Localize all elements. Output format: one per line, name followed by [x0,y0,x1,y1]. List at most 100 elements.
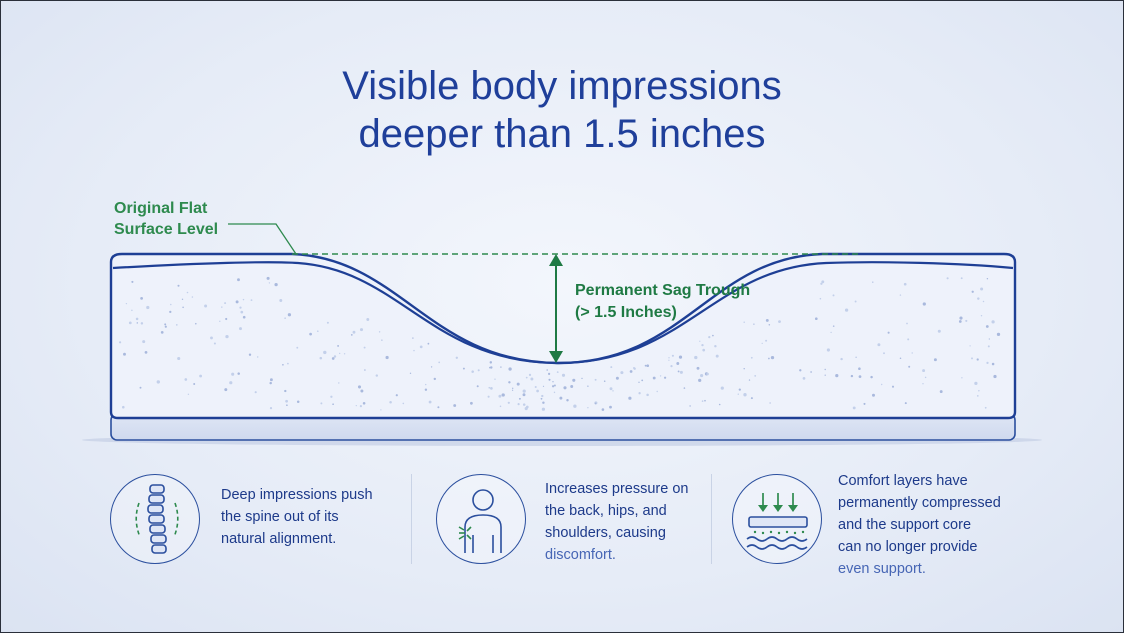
foam-speckle [395,394,398,397]
foam-speckle [229,381,233,385]
foam-speckle [877,343,881,347]
foam-speckle [225,317,228,321]
foam-speckle [339,352,341,355]
foam-speckle [946,277,949,280]
foam-speckle [977,297,980,300]
foam-speckle [899,294,902,296]
foam-speckle [854,300,857,303]
foam-speckle [700,374,704,378]
foam-speckle [131,280,134,283]
foam-speckle [826,348,830,352]
foam-speckle [221,306,223,308]
foam-speckle [985,325,989,328]
foam-speckle [714,344,717,348]
foam-speckle [528,373,532,377]
foam-speckle [331,357,335,360]
foam-speckle [266,276,270,280]
foam-speckle [987,345,990,348]
foam-speckle [343,353,346,355]
foam-speckle [269,378,273,382]
feature-layers-line: Comfort layers have [838,473,968,489]
foam-speckle [362,402,366,405]
foam-speckle [419,345,423,349]
foam-speckle [146,305,150,310]
foam-speckle [284,389,287,393]
foam-speckle [170,303,172,306]
foam-speckle [269,407,273,410]
foam-speckle [125,302,128,305]
foam-speckle [601,408,605,411]
foam-speckle [489,361,493,364]
foam-speckle [175,324,178,326]
foam-speckle [160,331,164,334]
foam-speckle [210,336,213,340]
foam-speckle [530,377,534,381]
foam-speckle [490,366,493,369]
foam-speckle [702,348,706,352]
foam-speckle [326,321,329,324]
foam-speckle [612,390,614,392]
foam-speckle [743,367,745,370]
foam-speckle [428,400,432,404]
foam-speckle [199,374,203,378]
foam-speckle [960,277,963,280]
foam-speckle [250,299,253,301]
foam-speckle [542,401,545,404]
foam-speckle [904,402,907,405]
foam-speckle [235,300,239,304]
foam-speckle [225,334,229,339]
foam-speckle [738,388,741,391]
foam-speckle [389,401,392,404]
foam-speckle [594,378,597,381]
foam-speckle [487,395,490,398]
foam-speckle [718,403,721,406]
foam-speckle [561,373,566,377]
foam-speckle [242,315,246,319]
feature-layers-line: can no longer provide [838,539,978,555]
mattress-body [109,252,1017,420]
divider [711,474,712,564]
foam-speckle [563,386,567,390]
foam-speckle [802,377,806,380]
foam-speckle [922,383,924,385]
foam-speckle [525,376,528,379]
foam-speckle [922,369,926,373]
feature-spine-line: the spine out of its [221,509,339,525]
foam-speckle [553,384,556,387]
foam-speckle [814,317,818,321]
foam-speckle [863,402,866,405]
foam-speckle [980,287,984,291]
foam-speckle [887,331,890,334]
foam-speckle [646,364,650,368]
foam-speckle [268,282,271,284]
foam-speckle [615,376,619,380]
foam-speckle [991,362,995,366]
foam-speckle [164,325,167,328]
foam-speckle [958,320,962,323]
foam-speckle [743,393,747,397]
foam-speckle [899,357,902,359]
foam-speckle [986,277,989,280]
foam-speckle [296,400,300,403]
foam-speckle [239,306,242,309]
foam-speckle [969,345,971,347]
foam-speckle [501,393,505,397]
foam-speckle [187,393,190,395]
foam-speckle [309,332,312,336]
foam-speckle [683,387,686,389]
foam-speckle [701,400,704,402]
foam-speckle [385,355,389,360]
foam-speckle [712,334,714,337]
sag-depth-arrow [549,254,563,363]
foam-speckle [237,372,240,375]
sag-trough-label-line-2: (> 1.5 Inches) [575,304,677,321]
foam-speckle [765,339,768,342]
foam-speckle [128,321,132,325]
foam-speckle [891,385,895,388]
foam-speckle [541,407,546,411]
foam-speckle [240,310,244,314]
foam-speckle [525,405,529,409]
foam-speckle [333,355,337,358]
foam-speckle [610,366,613,369]
foam-speckle [753,323,755,325]
